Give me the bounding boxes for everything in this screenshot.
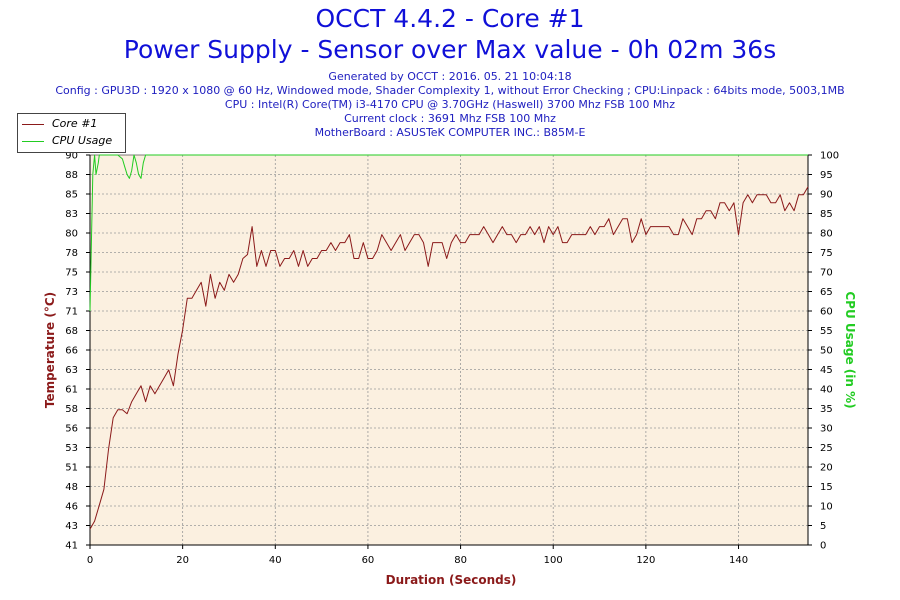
x-tick-label: 20 (176, 555, 189, 566)
left-tick-label: 56 (65, 424, 78, 435)
right-tick-label: 70 (820, 268, 833, 279)
left-tick-label: 71 (65, 307, 78, 318)
right-tick-label: 85 (820, 209, 833, 220)
left-tick-label: 53 (65, 443, 78, 454)
right-tick-label: 80 (820, 229, 833, 240)
left-tick-label: 88 (65, 170, 78, 181)
left-axis-label: Temperature (°C) (43, 292, 57, 408)
x-tick-label: 60 (362, 555, 375, 566)
left-tick-label: 58 (65, 404, 78, 415)
left-tick-label: 61 (65, 385, 78, 396)
legend-item-core: Core #1 (22, 117, 97, 131)
right-tick-label: 15 (820, 482, 833, 493)
right-tick-label: 0 (820, 541, 826, 552)
x-tick-label: 40 (269, 555, 282, 566)
x-tick-label: 0 (87, 555, 93, 566)
right-tick-label: 65 (820, 287, 833, 298)
legend-label-cpu: CPU Usage (52, 134, 113, 147)
right-tick-label: 35 (820, 404, 833, 415)
plot-area (90, 155, 808, 545)
x-tick-label: 80 (454, 555, 467, 566)
right-tick-label: 50 (820, 346, 833, 357)
left-tick-label: 43 (65, 521, 78, 532)
left-tick-label: 66 (65, 346, 78, 357)
left-tick-label: 75 (65, 268, 78, 279)
legend-swatch-core (22, 123, 44, 125)
left-tick-label: 85 (65, 190, 78, 201)
right-tick-label: 5 (820, 521, 826, 532)
generated-line: Generated by OCCT : 2016. 05. 21 10:04:1… (328, 70, 572, 83)
config-line: Config : GPU3D : 1920 x 1080 @ 60 Hz, Wi… (55, 84, 845, 97)
right-tick-label: 100 (820, 151, 839, 162)
right-tick-label: 75 (820, 248, 833, 259)
x-axis-label: Duration (Seconds) (386, 573, 517, 587)
left-tick-label: 63 (65, 365, 78, 376)
right-tick-label: 60 (820, 307, 833, 318)
right-tick-label: 25 (820, 443, 833, 454)
legend-label-core: Core #1 (52, 117, 98, 130)
left-tick-label: 90 (65, 151, 78, 162)
left-tick-label: 83 (65, 209, 78, 220)
chart-title: OCCT 4.4.2 - Core #1 (315, 4, 585, 33)
left-tick-label: 48 (65, 482, 78, 493)
x-tick-label: 120 (636, 555, 655, 566)
right-tick-label: 95 (820, 170, 833, 181)
legend-item-cpu: CPU Usage (22, 134, 112, 148)
x-tick-label: 100 (544, 555, 563, 566)
right-tick-label: 20 (820, 463, 833, 474)
left-tick-label: 68 (65, 326, 78, 337)
series-cpu-usage-line (89, 154, 808, 312)
right-tick-label: 40 (820, 385, 833, 396)
left-tick-label: 46 (65, 502, 78, 513)
x-tick-label: 140 (729, 555, 748, 566)
clock-line: Current clock : 3691 Mhz FSB 100 Mhz (344, 112, 556, 125)
left-tick-label: 78 (65, 248, 78, 259)
legend-swatch-cpu (22, 140, 44, 142)
right-axis-label: CPU Usage (in %) (843, 291, 857, 408)
cpu-line: CPU : Intel(R) Core(TM) i3-4170 CPU @ 3.… (224, 98, 676, 111)
motherboard-line: MotherBoard : ASUSTeK COMPUTER INC.: B85… (314, 126, 586, 139)
series-core-line (89, 186, 809, 530)
left-tick-label: 51 (65, 463, 78, 474)
right-tick-label: 45 (820, 365, 833, 376)
left-tick-label: 41 (65, 541, 78, 552)
left-tick-label: 73 (65, 287, 78, 298)
legend: Core #1 CPU Usage (17, 113, 126, 153)
right-tick-label: 10 (820, 502, 833, 513)
right-tick-label: 30 (820, 424, 833, 435)
chart-subtitle: Power Supply - Sensor over Max value - 0… (123, 35, 777, 64)
left-tick-label: 80 (65, 229, 78, 240)
right-tick-label: 90 (820, 190, 833, 201)
right-tick-label: 55 (820, 326, 833, 337)
